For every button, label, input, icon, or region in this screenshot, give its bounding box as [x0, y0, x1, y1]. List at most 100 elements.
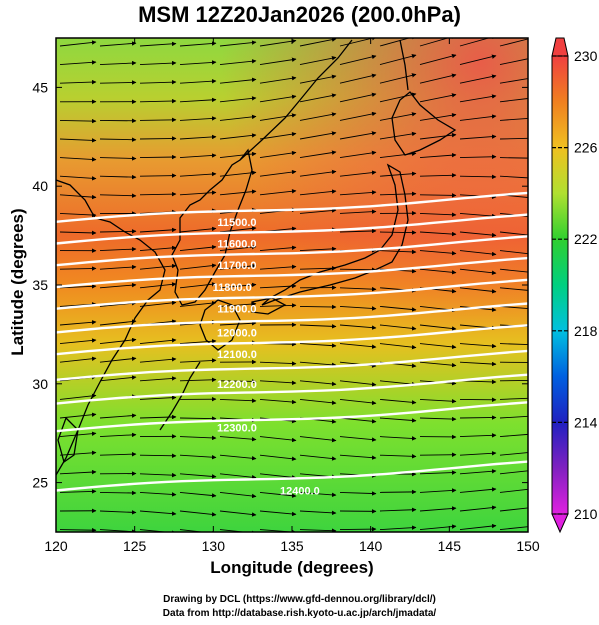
wind-arrow: [139, 154, 177, 160]
height-contour: [56, 191, 528, 223]
colorbar-label: 226: [574, 140, 598, 156]
wind-arrow: [459, 94, 497, 103]
wind-arrow: [499, 38, 528, 47]
wind-arrow: [219, 151, 257, 159]
wind-arrow: [99, 193, 137, 198]
wind-arrow: [179, 435, 217, 441]
wind-arrow: [259, 529, 297, 532]
wind-arrow: [499, 58, 528, 66]
wind-arrow: [59, 230, 97, 236]
wind-arrow: [179, 338, 217, 345]
wind-arrow: [339, 170, 377, 177]
wind-arrow: [219, 133, 257, 140]
wind-arrow: [59, 79, 97, 85]
wind-arrow: [259, 264, 297, 270]
y-axis: 25 30 35 40 45: [32, 79, 528, 491]
height-contour: [56, 278, 528, 310]
height-contour: [56, 373, 528, 405]
x-tick-label: 145: [438, 538, 462, 554]
wind-arrow: [139, 510, 177, 516]
wind-arrow: [299, 361, 337, 368]
height-contour: [56, 235, 528, 267]
credit-dcl: Drawing by DCL (https://www.gfd-dennou.o…: [163, 594, 436, 605]
wind-arrow: [139, 191, 177, 197]
contour-label: 11600.0: [217, 239, 256, 251]
y-tick-label: 35: [32, 277, 48, 293]
wind-arrow: [419, 93, 457, 103]
wind-arrow: [299, 150, 337, 159]
wind-arrow: [259, 454, 297, 461]
wind-arrow: [219, 263, 257, 270]
contour-label: 12100.0: [217, 349, 257, 361]
wind-arrow: [99, 246, 137, 252]
wind-arrow: [219, 510, 257, 517]
height-contour: [56, 349, 528, 381]
wind-arrow: [419, 193, 457, 198]
height-contour: [56, 324, 528, 356]
colorbar: 230 226 222 218 214 210: [551, 37, 598, 534]
wind-arrow: [499, 452, 528, 456]
x-axis: 120 125 130 135 140 145 150: [44, 38, 540, 554]
wind-arrow: [259, 57, 297, 66]
wind-arrow: [259, 491, 297, 498]
wind-arrow: [459, 433, 497, 438]
wind-arrow: [139, 357, 177, 363]
wind-arrow: [379, 171, 417, 177]
wind-arrow: [379, 249, 417, 255]
y-tick-label: 30: [32, 376, 48, 392]
wind-arrow: [339, 150, 377, 159]
wind-arrow: [99, 356, 137, 363]
wind-arrow: [299, 112, 337, 121]
wind-arrow: [299, 343, 337, 348]
wind-arrow: [339, 38, 377, 47]
wind-arrow: [379, 230, 417, 235]
wind-arrow: [419, 53, 457, 66]
wind-arrow: [99, 510, 137, 515]
wind-arrow: [459, 231, 497, 238]
contour-label: 11500.0: [217, 217, 256, 229]
wind-arrow: [459, 74, 497, 84]
wind-arrow: [299, 380, 337, 387]
contour-label: 11900.0: [217, 304, 256, 316]
wind-arrow: [219, 436, 257, 442]
wind-arrow: [339, 209, 377, 214]
wind-arrow: [99, 156, 137, 161]
wind-arrow: [419, 361, 457, 368]
wind-arrow: [259, 150, 297, 159]
wind-arrow: [219, 226, 257, 233]
wind-arrow: [299, 38, 337, 47]
wind-arrow: [339, 92, 377, 103]
wind-arrow: [139, 173, 177, 178]
wind-arrow: [99, 41, 137, 47]
wind-arrow: [179, 171, 217, 177]
wind-arrow: [379, 398, 417, 405]
colorbar-label: 222: [574, 231, 598, 247]
wind-arrow: [419, 452, 457, 457]
wind-arrow: [419, 73, 457, 84]
wind-arrow: [419, 343, 457, 350]
wind-arrow: [339, 131, 377, 140]
wind-arrow: [339, 436, 377, 442]
wind-arrow: [379, 324, 417, 331]
wind-arrow: [99, 337, 137, 345]
wind-arrow: [419, 212, 457, 217]
wind-arrow: [299, 55, 337, 66]
wind-arrow: [499, 433, 528, 438]
contour-label: 11800.0: [213, 282, 252, 294]
wind-arrow: [499, 268, 528, 273]
wind-arrow: [219, 282, 257, 289]
wind-arrow: [499, 98, 528, 103]
colorbar-label: 218: [574, 323, 598, 339]
wind-arrow: [219, 454, 257, 461]
wind-arrow: [219, 473, 257, 480]
wind-arrow: [99, 137, 137, 142]
wind-arrow: [219, 170, 257, 177]
wind-arrow: [459, 451, 497, 456]
wind-arrow: [419, 506, 457, 512]
wind-arrow: [139, 117, 177, 123]
wind-arrow: [379, 454, 417, 459]
x-tick-label: 140: [359, 538, 383, 554]
wind-arrow: [219, 301, 257, 307]
wind-arrow: [59, 469, 97, 475]
